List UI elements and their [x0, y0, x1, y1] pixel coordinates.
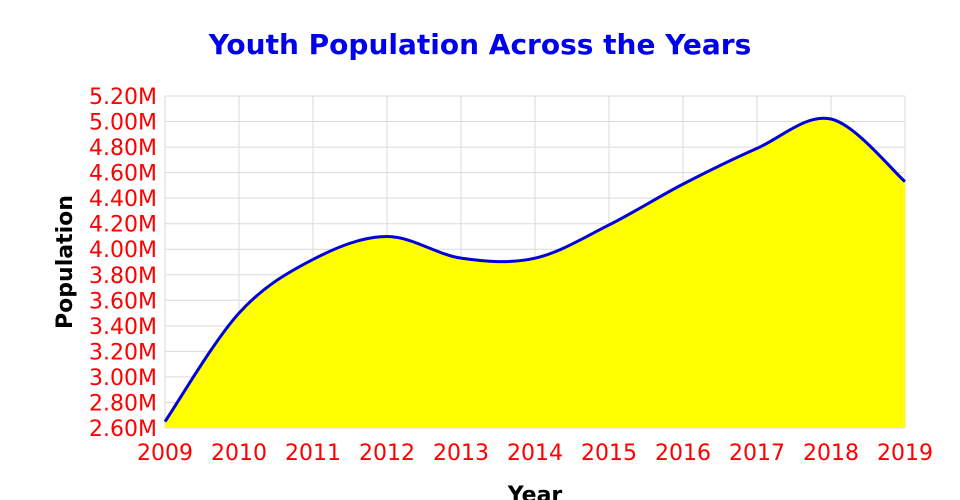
- y-tick-label: 3.80M: [89, 264, 157, 289]
- y-axis-label: Population: [53, 195, 78, 329]
- y-tick-label: 2.60M: [89, 417, 157, 442]
- x-tick-label: 2014: [507, 441, 563, 466]
- y-tick-label: 3.60M: [89, 289, 157, 314]
- x-tick-label: 2018: [803, 441, 859, 466]
- x-tick-label: 2016: [655, 441, 711, 466]
- x-tick-label: 2010: [211, 441, 267, 466]
- series-line: [163, 116, 906, 423]
- y-tick-label: 4.40M: [89, 187, 157, 212]
- x-tick-label: 2012: [359, 441, 415, 466]
- y-tick-label: 3.00M: [89, 366, 157, 391]
- y-tick-label: 4.80M: [89, 136, 157, 161]
- area-fill: [165, 118, 905, 428]
- y-tick-label: 4.20M: [89, 213, 157, 238]
- y-axis-ticks: 2.60M2.80M3.00M3.20M3.40M3.60M3.80M4.00M…: [89, 85, 157, 442]
- y-tick-label: 5.20M: [89, 85, 157, 110]
- y-tick-label: 3.20M: [89, 340, 157, 365]
- x-tick-label: 2015: [581, 441, 637, 466]
- y-tick-label: 2.80M: [89, 391, 157, 416]
- x-tick-label: 2019: [877, 441, 933, 466]
- y-tick-label: 4.60M: [89, 162, 157, 187]
- x-axis-label: Year: [507, 483, 563, 500]
- x-tick-label: 2013: [433, 441, 489, 466]
- y-tick-label: 5.00M: [89, 111, 157, 136]
- chart-title: Youth Population Across the Years: [208, 28, 752, 61]
- y-tick-label: 4.00M: [89, 238, 157, 263]
- x-tick-label: 2009: [137, 441, 193, 466]
- x-tick-label: 2017: [729, 441, 785, 466]
- x-tick-label: 2011: [285, 441, 341, 466]
- y-tick-label: 3.40M: [89, 315, 157, 340]
- x-axis-ticks: 2009 2010 2011 2012 2013 2014 2015 2016 2017 2018…: [137, 441, 933, 466]
